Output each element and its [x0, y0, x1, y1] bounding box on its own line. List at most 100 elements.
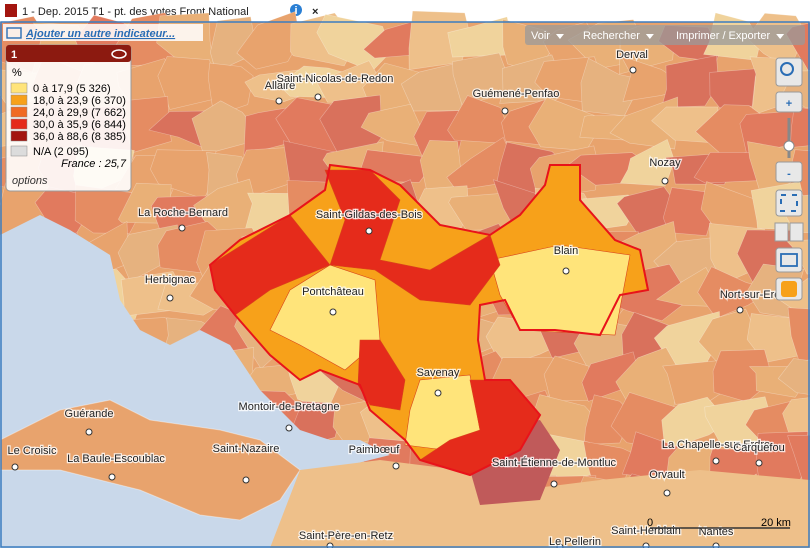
commune [581, 351, 642, 402]
land-peninsula [0, 399, 301, 521]
place-dot [755, 459, 763, 467]
place-dot [329, 308, 337, 316]
scale-end: 20 km [761, 517, 791, 529]
place-label: La Roche-Bernard [138, 207, 228, 219]
legend-label: 24,0 à 29,9 (7 662) [33, 107, 126, 119]
zoom-out: - [787, 168, 791, 180]
place-label: Saint-Étienne-de-Montluc [492, 456, 617, 469]
eye-icon[interactable] [111, 49, 127, 59]
place-label: Allaire [265, 80, 296, 92]
place-label: Pontchâteau [302, 286, 364, 298]
zoom-box-button[interactable] [775, 57, 803, 87]
commune [709, 68, 761, 109]
place-dot [85, 428, 93, 436]
zoom-out-button[interactable] [775, 161, 803, 183]
prev-button[interactable] [774, 222, 789, 242]
place-label: Derval [616, 49, 648, 61]
place-label: Saint-Père-en-Retz [299, 530, 393, 542]
place-label: Saint-Gildas-des-Bois [316, 209, 423, 221]
place-dot [562, 267, 570, 275]
dropdown-arrow [776, 34, 785, 39]
toolbar-button[interactable]: Rechercher [583, 30, 640, 42]
commune [236, 11, 301, 70]
share-icon [781, 281, 797, 297]
zoom-in: + [786, 98, 792, 110]
legend-label: 30,0 à 35,9 (6 844) [33, 119, 126, 131]
highlight-zone [489, 244, 631, 336]
place-label: Montoir-de-Bretagne [239, 401, 340, 413]
info-glyph: i [294, 5, 297, 17]
camera-button[interactable] [775, 247, 803, 273]
legend-swatch [10, 145, 28, 157]
legend-reference: France : 25,7 [61, 158, 127, 170]
place-dot [629, 66, 637, 74]
legend-swatch [10, 118, 28, 130]
place-label: Saint-Nicolas-de-Redon [277, 73, 394, 85]
fullscreen-button[interactable] [775, 189, 803, 217]
header-title: 1 - Dep. 2015 T1 - pt. des votes Front N… [22, 6, 249, 18]
place-label: Paimbœuf [349, 444, 401, 456]
place-label: Nozay [649, 157, 681, 169]
legend-label: 0 à 17,9 (5 326) [33, 83, 111, 95]
commune [619, 138, 675, 187]
place-dot [661, 177, 669, 185]
camera-icon [780, 253, 798, 267]
indicator-bar[interactable] [3, 24, 203, 41]
place-label: Blain [554, 245, 578, 257]
highlight-zone [269, 264, 381, 371]
commune [777, 358, 810, 395]
magnifier [780, 62, 794, 76]
legend-label: 18,0 à 23,9 (6 370) [33, 95, 126, 107]
close-icon[interactable]: × [312, 6, 318, 18]
place-dot [242, 476, 250, 484]
place-label: La Baule-Escoublac [67, 453, 165, 465]
place-dot [166, 294, 174, 302]
commune [452, 52, 514, 106]
place-dot [285, 424, 293, 432]
place-dot [108, 473, 116, 481]
place-label: Le Pellerin [549, 536, 601, 548]
commune [697, 266, 774, 319]
place-label: La Chapelle-sur-Erdre [662, 439, 770, 451]
place-label: Guémené-Penfao [473, 88, 560, 100]
legend-title: 1 [11, 49, 17, 61]
legend-label: 36,0 à 88,6 (8 385) [33, 131, 126, 143]
place-label: Orvault [649, 469, 684, 481]
zoom-in-button[interactable] [775, 91, 803, 113]
place-dot [434, 389, 442, 397]
folder-icon [6, 27, 22, 39]
commune [787, 307, 810, 363]
header-swatch [5, 4, 17, 17]
place-label: Guérande [65, 408, 114, 420]
place-dot [392, 462, 400, 470]
commune [609, 96, 679, 150]
place-dot [712, 457, 720, 465]
legend-swatch [10, 130, 28, 142]
commune [661, 55, 719, 108]
fullscreen-icon [780, 194, 798, 212]
zoom-handle[interactable] [783, 140, 795, 152]
legend-swatch [10, 106, 28, 118]
add-indicator-link[interactable]: Ajouter un autre indicateur... [25, 28, 175, 40]
place-label: Saint-Nazaire [213, 443, 280, 455]
toolbar-button[interactable]: Imprimer / Exporter [676, 30, 770, 42]
place-dot [736, 306, 744, 314]
place-label: Savenay [417, 367, 460, 379]
legend-options[interactable]: options [12, 175, 48, 187]
land-south [270, 460, 810, 548]
place-dot [11, 463, 19, 471]
place-dot [501, 107, 509, 115]
next-button[interactable] [789, 222, 804, 242]
place-dot [178, 224, 186, 232]
place-dot [550, 480, 558, 488]
highlight-outline [208, 163, 650, 477]
legend-unit: % [12, 67, 22, 79]
place-dot [663, 489, 671, 497]
place-label: Le Croisic [8, 445, 57, 457]
legend-swatch [10, 94, 28, 106]
place-label: Nort-sur-Erdre [720, 289, 790, 301]
toolbar-button[interactable]: Voir [531, 30, 550, 42]
place-dot [365, 227, 373, 235]
